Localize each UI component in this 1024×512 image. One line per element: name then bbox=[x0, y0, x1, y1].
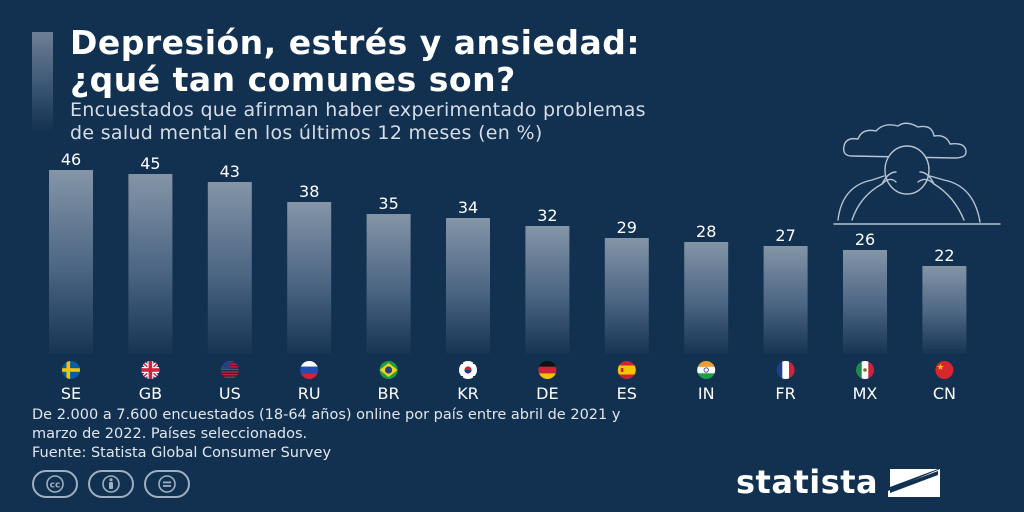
bar-se bbox=[49, 170, 93, 354]
statista-wordmark: statista bbox=[736, 463, 879, 501]
bar-kr bbox=[446, 218, 490, 354]
flag-france-icon bbox=[776, 361, 795, 379]
footnote: De 2.000 a 7.600 encuestados (18-64 años… bbox=[32, 406, 620, 463]
bar-es bbox=[604, 238, 649, 354]
flag-mexico-icon bbox=[856, 361, 874, 379]
source-line: Fuente: Statista Global Consumer Survey bbox=[32, 445, 332, 461]
category-label-in: IN bbox=[698, 384, 715, 403]
flag-germany-icon bbox=[538, 361, 557, 379]
flag-china-icon bbox=[935, 361, 954, 379]
value-label-br: 35 bbox=[378, 194, 398, 213]
category-label-mx: MX bbox=[853, 384, 878, 403]
chart-title-line1: Depresión, estrés y ansiedad: bbox=[70, 23, 641, 62]
nd-icon[interactable] bbox=[144, 470, 190, 498]
bar-ru bbox=[287, 202, 332, 354]
statista-logo-icon bbox=[888, 469, 941, 497]
bar-gb bbox=[128, 174, 173, 354]
value-label-de: 32 bbox=[537, 206, 557, 225]
flag-uk-icon bbox=[141, 361, 160, 379]
cc-icon[interactable]: cc bbox=[32, 470, 78, 498]
bar-mx bbox=[843, 250, 887, 354]
chart-subtitle: Encuestados que afirman haber experiment… bbox=[70, 99, 646, 145]
category-label-se: SE bbox=[61, 384, 81, 403]
value-label-in: 28 bbox=[696, 222, 716, 241]
flag-south-korea-icon bbox=[459, 361, 477, 379]
chart-subtitle-line2: de salud mental en los últimos 12 meses … bbox=[70, 122, 543, 144]
flag-usa-icon bbox=[220, 361, 239, 378]
bar-fr bbox=[763, 246, 808, 354]
license-icons: cc bbox=[32, 470, 190, 498]
category-label-de: DE bbox=[536, 384, 558, 403]
category-label-kr: KR bbox=[457, 384, 479, 403]
flag-spain-icon bbox=[617, 361, 636, 379]
flag-india-icon bbox=[697, 361, 716, 379]
bar-us bbox=[207, 182, 252, 354]
svg-text:cc: cc bbox=[50, 481, 61, 491]
category-label-us: US bbox=[219, 384, 241, 403]
category-label-gb: GB bbox=[139, 384, 162, 403]
value-label-cn: 22 bbox=[934, 246, 954, 265]
value-label-gb: 45 bbox=[140, 154, 160, 173]
by-icon[interactable] bbox=[88, 470, 134, 498]
footnote-line2: marzo de 2022. Países seleccionados. bbox=[32, 426, 308, 442]
value-label-se: 46 bbox=[61, 150, 81, 169]
value-label-fr: 27 bbox=[775, 226, 795, 245]
footnote-line1: De 2.000 a 7.600 encuestados (18-64 años… bbox=[32, 407, 621, 423]
bar-cn bbox=[922, 266, 967, 354]
category-label-es: ES bbox=[617, 384, 637, 403]
bar-de bbox=[525, 226, 570, 354]
flag-russia-icon bbox=[300, 361, 319, 379]
value-label-us: 43 bbox=[220, 162, 240, 181]
flag-brazil-icon bbox=[379, 361, 398, 379]
chart-title-line2: ¿qué tan comunes son? bbox=[70, 60, 516, 99]
statista-brand[interactable]: statista bbox=[736, 462, 941, 502]
flag-sweden-icon bbox=[62, 361, 80, 379]
value-label-mx: 26 bbox=[855, 230, 875, 249]
category-label-br: BR bbox=[378, 384, 400, 403]
chart-subtitle-line1: Encuestados que afirman haber experiment… bbox=[70, 99, 646, 121]
category-label-cn: CN bbox=[933, 384, 956, 403]
bar-in bbox=[684, 242, 729, 354]
category-label-ru: RU bbox=[298, 384, 321, 403]
value-label-kr: 34 bbox=[458, 198, 478, 217]
value-label-ru: 38 bbox=[299, 182, 319, 201]
title-accent-bar bbox=[32, 32, 53, 132]
bar-br bbox=[366, 214, 411, 354]
person-illustration bbox=[833, 122, 1001, 225]
category-label-fr: FR bbox=[775, 384, 795, 403]
chart-title: Depresión, estrés y ansiedad: ¿qué tan c… bbox=[70, 24, 640, 98]
value-label-es: 29 bbox=[617, 218, 637, 237]
